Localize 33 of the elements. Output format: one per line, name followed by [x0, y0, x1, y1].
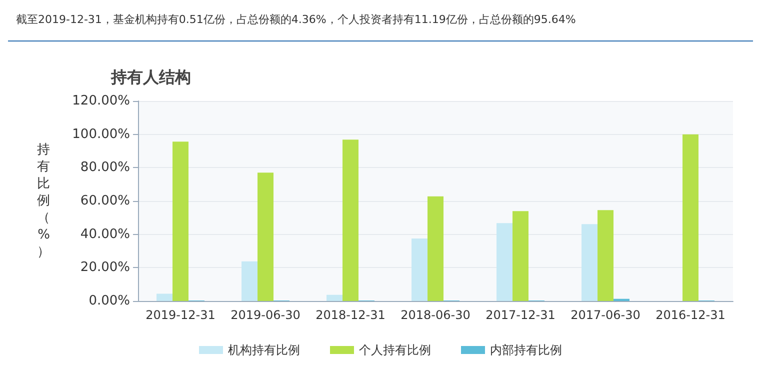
bar	[156, 294, 172, 301]
legend-label: 机构持有比例	[228, 343, 300, 357]
y-tick-label: 60.00%	[80, 194, 130, 208]
x-tick-label: 2019-12-31	[146, 308, 216, 322]
x-tick-label: 2017-12-31	[486, 308, 556, 322]
x-tick-label: 2016-12-31	[656, 308, 726, 322]
bar	[242, 261, 258, 301]
y-tick-label: 40.00%	[80, 226, 130, 242]
bar	[582, 224, 598, 301]
y-tick-label: 0.00%	[88, 294, 130, 308]
bar	[326, 294, 342, 301]
y-tick-label: 120.00%	[72, 94, 130, 108]
bar	[496, 223, 512, 301]
text: 截至2019-12-31，基金机构持有0.51亿份，占总份额的4.36%，个人投资者持有11.19亿份，占总份额的95.64%	[16, 13, 576, 26]
bar	[682, 134, 698, 301]
x-tick-label: 2018-06-30	[400, 308, 470, 322]
x-tick-label: 2019-06-30	[230, 308, 300, 322]
y-tick-label: 100.00%	[72, 126, 130, 142]
x-tick-label: 2018-12-31	[316, 308, 386, 322]
x-tick-label: 2017-06-30	[570, 308, 640, 322]
bar	[598, 210, 614, 301]
bar	[428, 196, 444, 301]
bar	[172, 142, 188, 301]
y-tick-label: 80.00%	[80, 160, 130, 176]
legend-label: 内部持有比例	[490, 343, 562, 357]
chart-title: 持有人结构	[110, 68, 191, 86]
y-axis-title: 持有比例（%）	[37, 142, 50, 260]
bar	[342, 140, 358, 301]
y-tick-label: 20.00%	[80, 260, 130, 276]
bar	[512, 211, 528, 301]
bar	[258, 172, 274, 301]
legend-label: 个人持有比例	[359, 343, 431, 357]
bar	[412, 238, 428, 301]
